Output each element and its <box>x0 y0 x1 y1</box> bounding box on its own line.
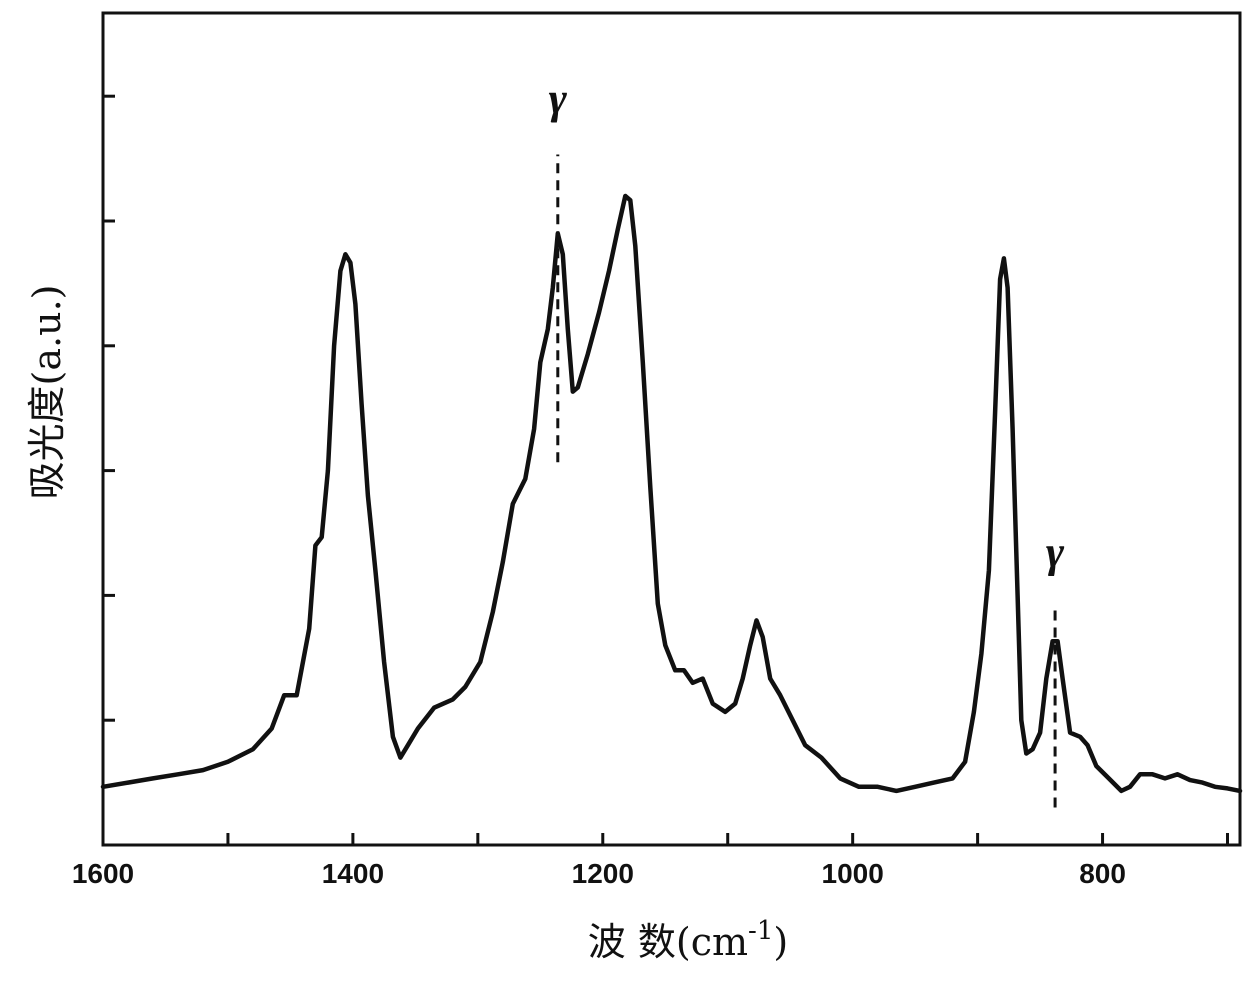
gamma-label-2: γ <box>1046 527 1065 576</box>
x-tick-label-800: 800 <box>1079 858 1126 889</box>
y-axis-title: 吸光度(a.u.) <box>25 285 69 500</box>
absorbance-spectrum-line <box>103 196 1240 791</box>
annotations: γγ <box>549 74 1065 808</box>
x-axis-title-main: 波 数(cm <box>588 920 748 964</box>
x-axis-title-superscript: -1 <box>748 916 773 946</box>
x-tick-label-1200: 1200 <box>572 858 634 889</box>
x-tick-label-1400: 1400 <box>322 858 384 889</box>
x-axis-tick-labels: 1600 1400 1200 1000 800 <box>72 858 1126 889</box>
x-tick-label-1000: 1000 <box>822 858 884 889</box>
y-axis-ticks <box>103 96 115 720</box>
x-axis-ticks <box>103 833 1228 845</box>
x-axis-title-close: ) <box>773 920 788 964</box>
x-axis-title: 波 数(cm-1) <box>588 916 788 964</box>
x-tick-label-1600: 1600 <box>72 858 134 889</box>
gamma-label-1: γ <box>549 74 568 123</box>
